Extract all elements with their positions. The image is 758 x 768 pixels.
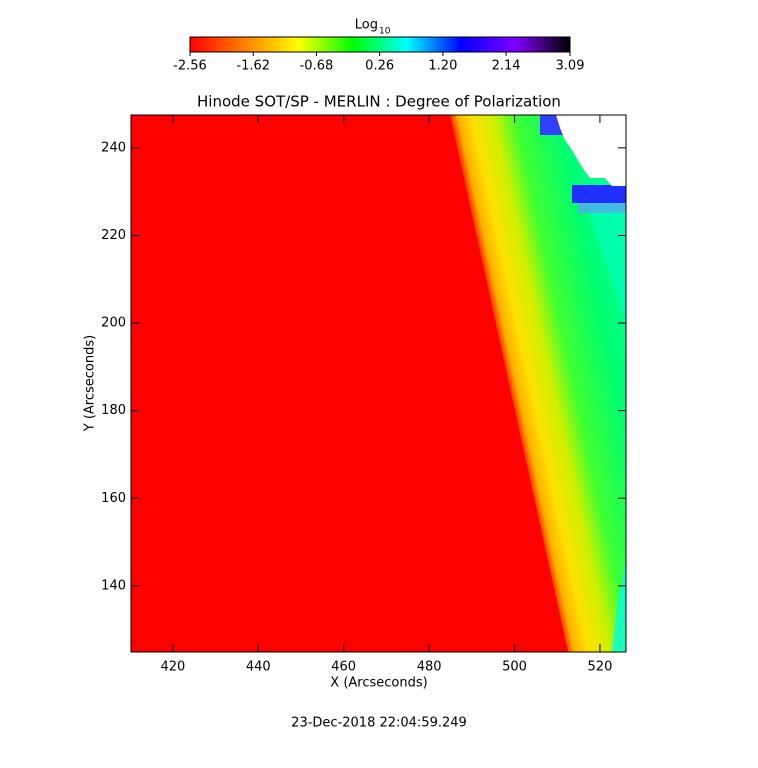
x-tick-label: 460	[331, 660, 356, 675]
y-tick-label: 140	[101, 578, 126, 593]
x-tick-label: 440	[246, 660, 271, 675]
blue-fringe	[578, 203, 626, 213]
blue-edge	[572, 185, 626, 203]
timestamp: 23-Dec-2018 22:04:59.249	[291, 716, 467, 731]
limb-band	[450, 115, 626, 652]
colorbar-label-subscript: 10	[379, 27, 391, 37]
x-tick-label: 520	[588, 660, 613, 675]
colorbar-label: Log	[355, 18, 378, 33]
y-tick-label: 160	[101, 491, 126, 506]
image	[131, 115, 626, 652]
y-tick-label: 240	[101, 140, 126, 155]
colorbar-tick-label: 0.26	[365, 59, 394, 74]
x-tick-label: 480	[417, 660, 442, 675]
colorbar-tick-label: 2.14	[492, 59, 521, 74]
plot-frame	[130, 114, 627, 653]
colorbar-tick-label: 3.09	[556, 59, 585, 74]
y-tick-label: 220	[101, 228, 126, 243]
x-tick-label: 420	[160, 660, 185, 675]
colorbar-tick-label: 1.20	[428, 59, 457, 74]
y-axis-label: Y (Arcseconds)	[83, 335, 98, 432]
colorbar-tick-label: -2.56	[173, 59, 207, 74]
cyan-edge	[612, 560, 626, 652]
colorbar-tick-label: -0.68	[300, 59, 334, 74]
chart-title: Hinode SOT/SP - MERLIN : Degree of Polar…	[197, 93, 561, 111]
colorbar	[189, 36, 571, 53]
x-axis-label: X (Arcseconds)	[330, 676, 427, 691]
colorbar-tick-label: -1.62	[236, 59, 270, 74]
cyan-patch	[585, 200, 626, 320]
x-tick-label: 500	[502, 660, 527, 675]
white-corner	[556, 115, 626, 186]
y-tick-label: 180	[101, 403, 126, 418]
y-tick-label: 200	[101, 316, 126, 331]
